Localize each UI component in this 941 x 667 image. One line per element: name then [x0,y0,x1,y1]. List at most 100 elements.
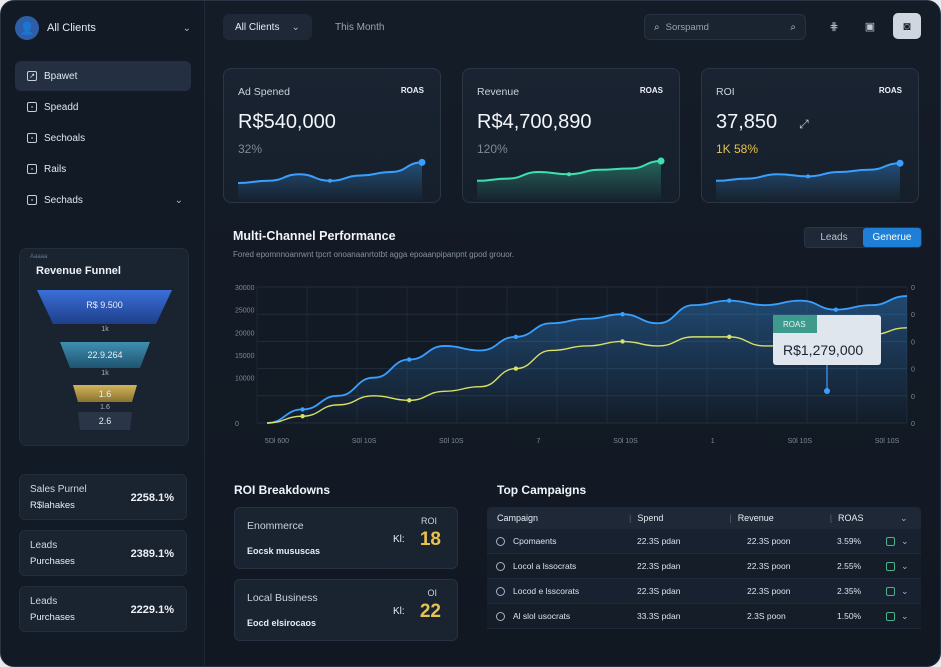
sidebar-item-4[interactable]: ▫ Sechads ⌄ [15,185,191,215]
y-tick-label: 20000 [235,330,255,337]
series-point[interactable] [300,407,305,412]
series-point[interactable] [407,357,412,362]
roi-value: 22 [419,601,441,622]
cell-roas: 3.59% [837,536,862,546]
campaigns-title: Top Campaigns [497,483,587,497]
chevron-down-icon[interactable]: ⌄ [901,535,909,546]
funnel-caption: Aaaaa [30,254,48,260]
cell-spend: 33.3S pdan [637,611,681,621]
sidebar-item-label: Sechoals [44,132,86,144]
series-point[interactable] [620,312,625,317]
col-roas[interactable]: ROAS [838,513,864,523]
chart-title: Multi-Channel Performance [233,229,396,243]
series-point[interactable] [513,366,519,371]
microphone-icon[interactable]: ⋕ [829,20,839,33]
client-label: All Clients [47,22,96,34]
series-point[interactable] [620,339,625,344]
funnel-sub-3: 1.6 [100,404,110,411]
sparkline-endpoint [657,157,665,165]
table-row[interactable]: Al slol usocrats 33.3S pdan 2.3S poon 1.… [487,604,921,629]
funnel-stage-4 [78,412,132,430]
chevron-down-icon[interactable]: ⌄ [901,610,909,621]
kpi-value-text: 37,850 [716,111,778,133]
kpi-tag: ROAS [878,86,902,95]
mini-value: 2258.1% [130,492,174,504]
image-icon[interactable]: ▣ [864,20,876,33]
kpi-change: 120% [477,142,508,156]
tooltip-tag: ROAS [783,320,806,329]
toggle-leads[interactable]: Leads [820,232,848,243]
mini-label: Leads [30,596,58,607]
roi-sub: Eocsk mususcas [247,546,321,556]
kpi-value: R$540,000 [238,111,336,133]
kpi-tag: ROAS [400,86,424,95]
leads-card[interactable]: Leads Purchases 2229.1% [19,586,187,632]
edit-icon[interactable] [885,536,895,546]
chevron-down-icon[interactable]: ⌄ [901,585,909,596]
search-icon[interactable]: ⌕ [790,21,796,33]
x-tick-label: S0l 10S [788,438,813,445]
chevron-down-icon: ⌄ [291,21,300,33]
client-filter-dropdown[interactable]: All Clients ⌄ [223,14,312,40]
col-spend[interactable]: Spend [637,513,664,523]
table-row[interactable]: Locol a lssocrats 22.3S pdan 22.3S poon … [487,554,921,579]
sales-funnel-card[interactable]: Sales Purnel R$lahakes 2258.1% [19,474,187,520]
sidebar-item-label: Speadd [44,101,79,113]
chevron-down-icon[interactable]: ⌄ [174,194,183,206]
series-point[interactable] [513,334,519,340]
kpi-card-ad-spend[interactable]: Ad Spened ROAS R$540,000 32% [223,68,441,203]
col-campaign[interactable]: Campaign [497,513,539,523]
chevron-down-icon[interactable]: ⌄ [900,512,908,523]
mini-label: Leads [30,540,58,551]
roi-card-ecommerce[interactable]: Enommerce Eocsk mususcas ROI Kl: 18 [234,507,458,569]
chart-toggle: Leads Generue [804,227,922,248]
roi-card-local-business[interactable]: Local Business Eocd elsirocaos OI Kl: 22 [234,579,458,641]
profile-button[interactable]: ◙ [893,13,921,39]
multi-channel-chart[interactable]: 0 10000 15000 20000 25000 30000 0 0 0 0 0 0 5Dl 600 S… [227,279,927,449]
cell-campaign: Al slol usocrats [513,611,571,621]
search-input[interactable]: ⌕ Sorspamd ⌕ [644,14,806,40]
series-point[interactable] [727,298,732,303]
leads-card[interactable]: Leads Purchases 2389.1% [19,530,187,576]
cell-roas: 2.35% [837,586,862,596]
roi-value: 18 [419,529,441,550]
sidebar-item-1[interactable]: ▫ Speadd [15,92,191,122]
series-line-0 [266,295,908,424]
edit-icon[interactable] [885,611,895,621]
sparkline-point [567,172,571,177]
kpi-change: 32% [238,142,263,156]
sidebar-item-0[interactable]: ↗ Bpawet [15,61,191,91]
table-row[interactable]: Locod e lsscorats 22.3S pdan 22.3S poon … [487,579,921,604]
table-row[interactable]: Cpomaents 22.3S pdan 22.3S poon 3.59% ⌄ [487,529,921,554]
toggle-generue[interactable]: Generue [863,228,921,247]
mini-label: Sales Purnel [30,484,87,495]
col-revenue[interactable]: Revenue [737,513,774,523]
series-point[interactable] [300,414,305,419]
period-filter[interactable]: This Month [335,14,384,40]
sidebar-item-3[interactable]: ▫ Rails [15,154,191,184]
tooltip-tag-bg [773,315,817,333]
series-point[interactable] [727,334,732,340]
chevron-down-icon[interactable]: ⌄ [901,560,909,571]
sidebar-item-2[interactable]: ▫ Sechoals [15,123,191,153]
chart-subtitle: Fored epomnnoanrwnt tpcrt onoanaanrtotbt… [233,250,515,259]
kpi-change: 1K 58% [716,142,759,156]
x-tick-label: S0l 10S [352,438,377,445]
x-tick-label: S0l 10S [439,438,464,445]
series-point[interactable] [833,307,839,312]
client-selector[interactable]: 👤 All Clients ⌄ [15,13,191,43]
funnel-stage-3-value: 1.6 [98,389,112,399]
kpi-card-revenue[interactable]: Revenue ROAS R$4,700,890 120% [462,68,680,203]
series-area [267,296,907,423]
funnel-stage-4-value: 2.6 [98,416,112,426]
right-tick-label: 0 [911,285,915,292]
funnel-stage-1 [37,290,172,324]
roi-name: Local Business [247,592,318,604]
edit-icon[interactable] [885,586,895,596]
edit-icon[interactable] [885,561,895,571]
mini-sublabel: Purchases [30,556,75,567]
kpi-card-roi[interactable]: ROI ROAS 37,850 ⤢ 1K 58% [701,68,919,203]
series-point[interactable] [407,398,412,403]
table-header: Campaign | Spend | Revenue | ROAS ⌄ [487,507,921,529]
export-icon: ↗ [27,71,37,81]
